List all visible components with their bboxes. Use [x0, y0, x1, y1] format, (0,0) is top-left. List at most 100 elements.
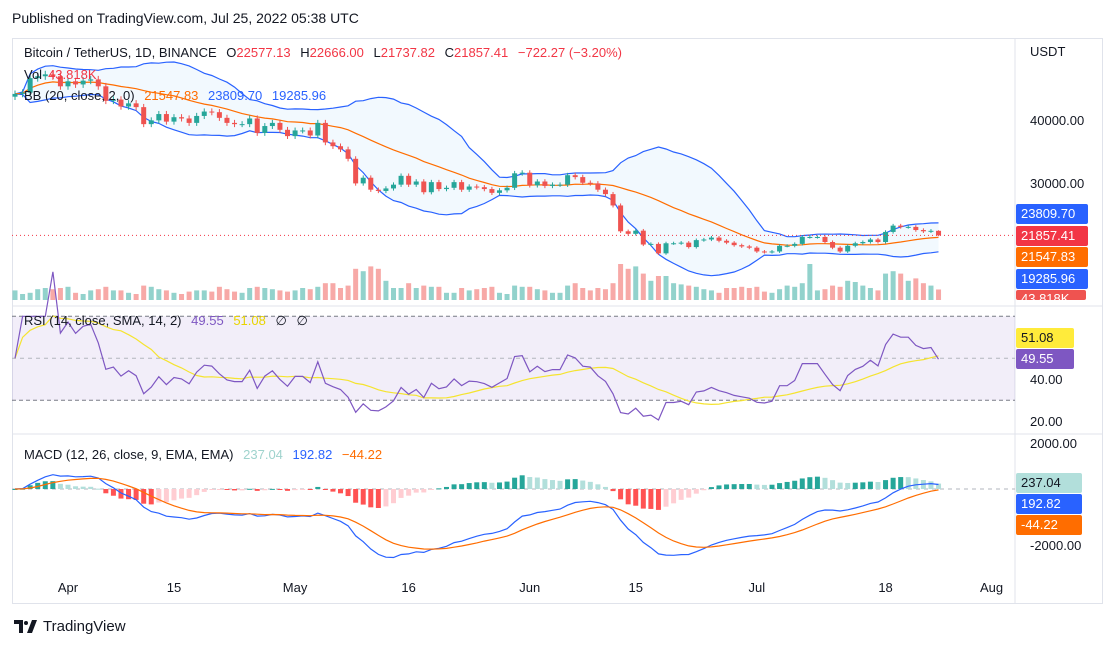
macd-histogram-bar — [88, 486, 94, 489]
macd-histogram-bar — [512, 477, 518, 489]
candle — [353, 156, 359, 186]
macd-histogram-bar — [519, 475, 525, 489]
macd-histogram-bar — [595, 484, 601, 489]
candle — [277, 119, 283, 133]
volume-bar — [754, 286, 760, 300]
volume-bar — [936, 289, 942, 300]
candle — [368, 175, 374, 192]
macd-histogram-bar — [784, 481, 790, 489]
candle-body — [542, 181, 548, 186]
volume-bar — [209, 291, 215, 300]
candle — [459, 179, 465, 192]
volume-bar — [360, 271, 366, 300]
candle-body — [375, 189, 381, 191]
rsi-legend[interactable]: RSI (14, close, SMA, 14, 2) 49.55 51.08 … — [24, 313, 314, 329]
macd-histogram-bar — [428, 489, 434, 490]
candle-body — [625, 231, 631, 234]
candle-body — [80, 80, 86, 85]
candle-body — [792, 243, 798, 246]
candle — [761, 250, 767, 254]
macd-histogram-bar — [383, 489, 389, 507]
macd-histogram-bar — [360, 489, 366, 505]
macd-tick-label: 2000.00 — [1030, 436, 1077, 451]
volume-bar — [489, 286, 495, 300]
macd-histogram-bar — [118, 489, 124, 499]
macd-histogram-bar — [724, 484, 730, 489]
candle-body — [489, 189, 495, 193]
volume-bar — [216, 286, 222, 300]
candle-body — [285, 129, 291, 137]
volume-bar — [459, 288, 465, 300]
candle-body — [587, 182, 593, 184]
candle — [118, 96, 124, 110]
candle — [799, 235, 805, 246]
candle-body — [391, 184, 396, 189]
candle-body — [73, 81, 79, 85]
candle-body — [360, 177, 366, 184]
volume-bar — [663, 276, 669, 300]
candle-body — [837, 247, 843, 252]
candle — [777, 244, 783, 253]
volume-bar — [777, 289, 783, 300]
macd-histogram-bar — [830, 480, 836, 489]
candle — [913, 225, 919, 232]
bb-legend[interactable]: BB (20, close, 2, 0) 21547.83 23809.70 1… — [24, 88, 332, 103]
tradingview-logo[interactable]: TradingView — [14, 618, 126, 635]
volume-bar — [527, 286, 533, 300]
volume-bar — [807, 264, 813, 300]
currency-label[interactable]: USDT — [1030, 44, 1066, 59]
candle-body — [474, 186, 480, 188]
macd-histogram-bar — [557, 480, 563, 489]
candle — [481, 184, 487, 192]
high-label: H — [300, 45, 310, 60]
candle — [618, 203, 624, 233]
volume-bar — [103, 286, 109, 300]
candle — [360, 175, 366, 186]
macd-line — [14, 474, 939, 559]
candle-body — [247, 118, 253, 125]
published-caption: Published on TradingView.com, Jul 25, 20… — [12, 10, 359, 26]
macd-histogram-bar — [126, 489, 132, 500]
candle-body — [822, 236, 828, 243]
candle — [724, 239, 730, 245]
volume-bar — [451, 292, 457, 300]
candle-body — [830, 242, 836, 248]
candle-body — [232, 122, 238, 125]
candle — [254, 115, 260, 136]
macd-histogram-bar — [496, 482, 502, 489]
macd-legend[interactable]: MACD (12, 26, close, 9, EMA, EMA) 237.04… — [24, 447, 388, 462]
change-value: −722.27 (−3.20%) — [517, 45, 622, 60]
time-tick-label: Jun — [519, 580, 541, 595]
candle-body — [65, 81, 71, 87]
candle — [345, 146, 351, 162]
candle — [731, 241, 737, 247]
volume-bar — [693, 286, 699, 300]
macd-histogram-bar — [163, 489, 169, 503]
candle — [557, 182, 563, 187]
macd-histogram-bar — [194, 489, 200, 496]
macd-histogram-bar — [799, 478, 805, 489]
candle-body — [12, 93, 18, 97]
macd-histogram-bar — [368, 489, 374, 508]
candle — [262, 123, 268, 136]
volume-bar — [746, 288, 752, 300]
candle-body — [671, 243, 677, 245]
volume-bar — [708, 290, 714, 300]
macd-histogram-bar — [663, 489, 669, 507]
volume-bar — [610, 283, 616, 300]
macd-histogram-bar — [292, 489, 298, 491]
volume-bar — [852, 282, 858, 300]
macd-histogram-bar — [777, 483, 783, 489]
volume-bar — [201, 290, 207, 300]
candle-body — [633, 230, 639, 234]
candle-body — [428, 182, 434, 193]
candle-body — [527, 172, 533, 186]
volume-legend[interactable]: Vol 43.818K — [24, 67, 103, 82]
volume-bar — [557, 292, 563, 300]
volume-bar — [436, 286, 442, 300]
candle-body — [549, 184, 555, 186]
candle-body — [663, 243, 669, 254]
candle — [648, 242, 654, 247]
candle — [466, 184, 472, 192]
